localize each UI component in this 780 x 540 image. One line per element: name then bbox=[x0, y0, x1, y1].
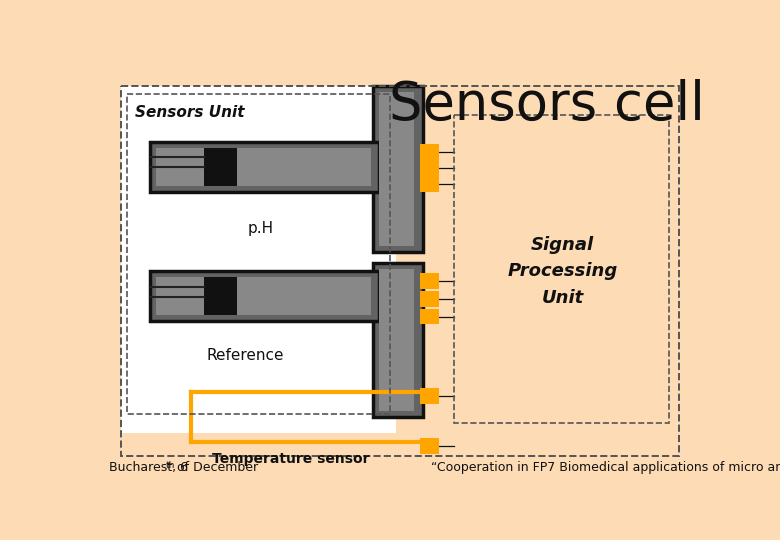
Bar bbox=[204, 148, 237, 186]
Bar bbox=[151, 142, 379, 192]
Text: “Cooperation in FP7 Biomedical applications of micro and nanotechnologies”: “Cooperation in FP7 Biomedical applicati… bbox=[431, 461, 780, 474]
Text: of December: of December bbox=[173, 461, 259, 474]
Bar bbox=[127, 323, 391, 390]
Bar bbox=[121, 86, 396, 433]
Bar bbox=[151, 271, 379, 321]
Bar bbox=[454, 115, 669, 423]
Bar bbox=[420, 438, 438, 454]
Bar bbox=[420, 160, 438, 176]
Bar bbox=[157, 278, 371, 315]
Text: Bucharest, 6: Bucharest, 6 bbox=[109, 461, 188, 474]
Bar bbox=[204, 278, 237, 315]
Text: Signal
Processing
Unit: Signal Processing Unit bbox=[507, 236, 618, 307]
Text: th: th bbox=[165, 461, 175, 470]
Bar bbox=[420, 177, 438, 192]
Bar bbox=[420, 388, 438, 403]
Bar bbox=[420, 309, 438, 325]
Bar bbox=[121, 86, 679, 456]
Bar bbox=[420, 144, 438, 159]
Bar bbox=[420, 273, 438, 289]
Bar bbox=[379, 92, 413, 246]
Text: Reference: Reference bbox=[206, 348, 283, 363]
Bar bbox=[379, 269, 413, 411]
Bar bbox=[157, 148, 371, 186]
Bar bbox=[373, 264, 423, 417]
Bar bbox=[127, 94, 391, 414]
Text: Sensors cell: Sensors cell bbox=[389, 79, 705, 131]
Text: Sensors Unit: Sensors Unit bbox=[135, 105, 244, 120]
Bar bbox=[127, 193, 391, 261]
Bar bbox=[420, 291, 438, 307]
Text: Temperature sensor: Temperature sensor bbox=[212, 452, 370, 466]
Bar bbox=[373, 86, 423, 252]
Text: p.H: p.H bbox=[247, 221, 273, 237]
